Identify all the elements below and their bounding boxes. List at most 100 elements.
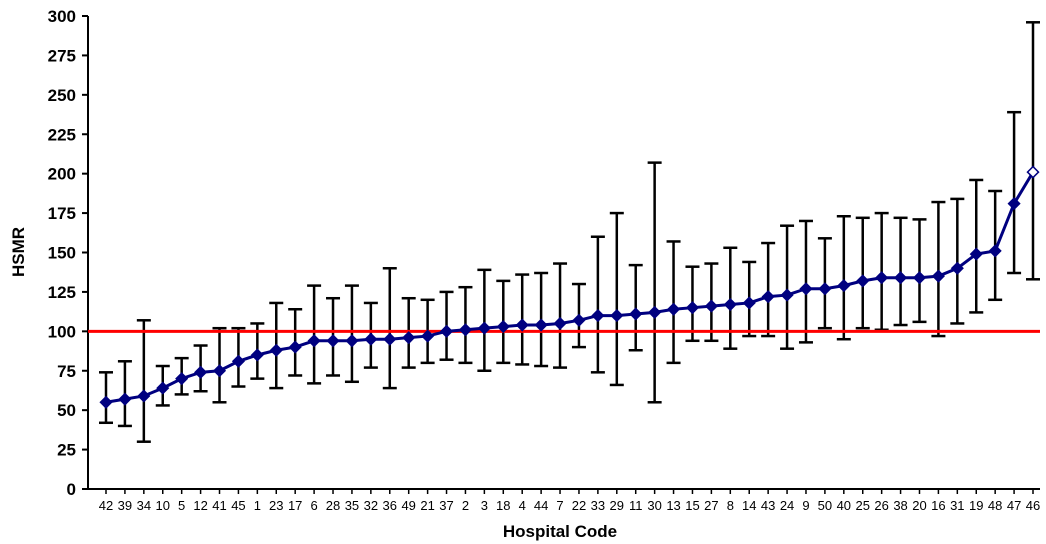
error-bar <box>553 262 568 369</box>
x-tick-label: 10 <box>156 498 170 513</box>
x-tick-label: 41 <box>212 498 226 513</box>
x-tick-label: 4 <box>519 498 526 513</box>
error-bar <box>136 319 151 443</box>
x-tick-label: 19 <box>969 498 983 513</box>
error-bars <box>99 21 1040 443</box>
error-bar <box>609 211 624 387</box>
y-tick-label: 125 <box>48 283 76 302</box>
data-point <box>194 365 208 379</box>
x-tick-label: 20 <box>912 498 926 513</box>
x-tick-label: 7 <box>556 498 563 513</box>
x-tick-label: 1 <box>254 498 261 513</box>
error-bar <box>590 235 605 374</box>
y-tick-label: 25 <box>57 441 76 460</box>
data-point <box>856 274 870 288</box>
x-tick-label: 31 <box>950 498 964 513</box>
data-point <box>118 392 132 406</box>
x-tick-label: 44 <box>534 498 548 513</box>
y-tick-label: 100 <box>48 322 76 341</box>
x-tick-label: 35 <box>345 498 359 513</box>
y-tick-label: 225 <box>48 125 76 144</box>
x-tick-label: 17 <box>288 498 302 513</box>
x-tick-label: 13 <box>666 498 680 513</box>
error-bar <box>855 216 870 330</box>
error-bar <box>931 200 946 338</box>
y-tick-label: 300 <box>48 7 76 26</box>
x-tick-label: 25 <box>856 498 870 513</box>
data-point <box>950 261 964 275</box>
x-tick-label: 39 <box>118 498 132 513</box>
x-tick-label: 2 <box>462 498 469 513</box>
x-tick-label: 48 <box>988 498 1002 513</box>
data-point <box>704 299 718 313</box>
data-point <box>988 244 1002 258</box>
data-point <box>212 364 227 378</box>
error-bar <box>344 284 359 384</box>
error-bar <box>1007 110 1022 275</box>
data-point <box>345 334 359 348</box>
data-point <box>685 301 700 315</box>
error-bar <box>969 178 984 314</box>
x-tick-label: 46 <box>1026 498 1040 513</box>
x-tick-label: 22 <box>572 498 586 513</box>
data-point <box>799 282 813 296</box>
data-point <box>175 372 189 386</box>
y-axis-title: HSMR <box>9 227 28 277</box>
error-bar <box>798 219 813 344</box>
data-point <box>572 313 586 327</box>
data-point <box>1026 165 1040 179</box>
x-tick-label: 42 <box>99 498 113 513</box>
x-tick-label: 34 <box>137 498 151 513</box>
x-tick-label: 11 <box>629 498 643 513</box>
x-tick-label: 45 <box>231 498 245 513</box>
x-tick-label: 38 <box>893 498 907 513</box>
data-point <box>364 332 378 346</box>
x-tick-label: 5 <box>178 498 185 513</box>
error-bar <box>477 268 492 372</box>
data-point <box>553 316 567 331</box>
x-tick-label: 26 <box>874 498 888 513</box>
data-point <box>894 271 908 285</box>
error-bar <box>912 218 927 324</box>
error-bar <box>647 161 662 404</box>
x-tick-label: 27 <box>704 498 718 513</box>
data-point <box>156 381 170 395</box>
y-tick-label: 175 <box>48 204 76 223</box>
x-tick-label: 14 <box>742 498 756 513</box>
x-tick-label: 15 <box>685 498 699 513</box>
x-tick-label: 40 <box>837 498 851 513</box>
x-tick-label: 50 <box>818 498 832 513</box>
data-point <box>288 340 302 354</box>
error-bar <box>950 197 965 325</box>
x-tick-label: 18 <box>496 498 510 513</box>
data-point <box>439 324 454 338</box>
x-tick-label: 36 <box>383 498 397 513</box>
x-tick-label: 9 <box>802 498 809 513</box>
y-tick-label: 250 <box>48 86 76 105</box>
data-point <box>250 348 264 362</box>
data-point <box>137 389 151 403</box>
data-point <box>969 247 983 261</box>
x-tick-label: 6 <box>310 498 317 513</box>
data-point <box>534 318 548 332</box>
data-point <box>515 318 529 332</box>
x-tick-label: 23 <box>269 498 283 513</box>
x-tick-label: 32 <box>364 498 378 513</box>
error-bar <box>666 240 681 365</box>
data-point <box>458 323 473 337</box>
y-axis: 0 25 50 75 100 125 150 175 200 225 250 275 300 <box>48 7 89 499</box>
data-point <box>326 334 340 348</box>
data-point <box>383 332 397 346</box>
y-tick-label: 200 <box>48 165 76 184</box>
data-point <box>496 320 510 334</box>
y-tick-label: 50 <box>57 401 76 420</box>
x-tick-label: 33 <box>591 498 605 513</box>
y-tick-label: 75 <box>57 362 76 381</box>
x-axis-title: Hospital Code <box>503 522 617 541</box>
x-tick-label: 47 <box>1007 498 1021 513</box>
data-point <box>629 307 643 321</box>
data-point <box>421 329 435 343</box>
x-tick-label: 37 <box>439 498 453 513</box>
data-point <box>591 309 605 323</box>
